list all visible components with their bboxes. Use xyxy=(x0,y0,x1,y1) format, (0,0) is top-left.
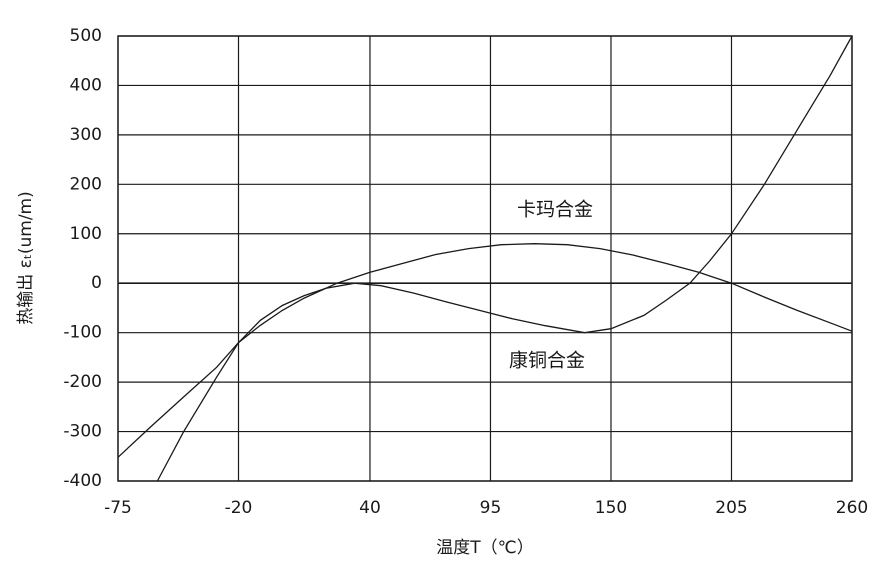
series-label: 卡玛合金 xyxy=(517,199,593,221)
x-axis-label: 温度T（℃） xyxy=(436,538,533,558)
x-tick-label: 205 xyxy=(715,498,747,518)
y-tick-label: 300 xyxy=(70,125,102,145)
y-tick-label: 500 xyxy=(70,26,102,46)
series-line xyxy=(156,35,853,482)
x-tick-label: -75 xyxy=(104,498,132,518)
y-tick-label: 100 xyxy=(70,224,102,244)
y-tick-label: -400 xyxy=(63,471,102,491)
x-tick-label: 95 xyxy=(480,498,502,518)
y-tick-label: -300 xyxy=(63,422,102,442)
y-axis-label: 热输出 εₜ(um/m) xyxy=(16,191,36,325)
x-tick-label: 40 xyxy=(359,498,381,518)
y-tick-label: -200 xyxy=(63,372,102,392)
y-tick-label: 400 xyxy=(70,75,102,95)
y-tick-label: 200 xyxy=(70,174,102,194)
x-tick-label: 260 xyxy=(836,498,868,518)
series-label: 康铜合金 xyxy=(509,350,585,372)
x-tick-label: 150 xyxy=(595,498,627,518)
y-tick-label: -100 xyxy=(63,323,102,343)
plot-frame xyxy=(117,35,853,482)
series-line xyxy=(117,243,853,458)
x-tick-label: -20 xyxy=(225,498,253,518)
y-tick-label: 0 xyxy=(91,273,102,293)
